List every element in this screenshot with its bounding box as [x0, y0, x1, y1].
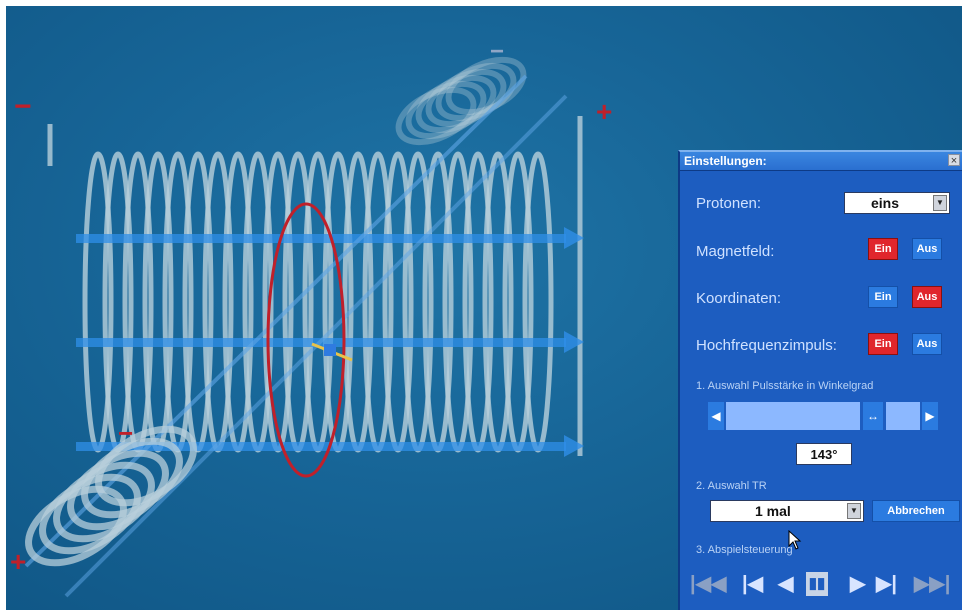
- arrow-left-icon[interactable]: ◀: [708, 402, 724, 430]
- plus-sign-main-coil: +: [596, 96, 613, 127]
- field-arrowhead: [564, 435, 584, 457]
- plus-sign-rf-coil-front: +: [10, 546, 27, 577]
- coordinates-on-toggle[interactable]: Ein: [868, 286, 898, 308]
- protons-label: Protonen:: [696, 195, 762, 212]
- pulse-strength-track-left[interactable]: [726, 402, 860, 430]
- coordinates-label: Koordinaten:: [696, 290, 782, 307]
- rf-pulse-on-toggle[interactable]: Ein: [868, 333, 898, 355]
- magnetfield-off-toggle[interactable]: Aus: [912, 238, 942, 260]
- field-line: [76, 234, 566, 243]
- rf-axis-line-1: [24, 74, 528, 568]
- rf-coil-back-loop: [405, 80, 487, 140]
- minus-sign-rf-coil-back: −: [490, 38, 505, 65]
- prev-frame-icon[interactable]: |◀: [742, 573, 763, 595]
- pulse-strength-track-right[interactable]: [886, 402, 920, 430]
- field-line: [76, 442, 566, 451]
- rf-coil-back-loop: [425, 68, 507, 128]
- coordinates-off-toggle[interactable]: Aus: [912, 286, 942, 308]
- rf-pulse-off-toggle[interactable]: Aus: [912, 333, 942, 355]
- rf-coil-back-loop: [435, 62, 517, 122]
- playback-label: 3. Abspielsteuerung: [696, 544, 793, 556]
- rf-pulse-label: Hochfrequenzimpuls:: [696, 337, 837, 354]
- slider-thumb-icon[interactable]: ↔: [863, 402, 883, 430]
- tr-label: 2. Auswahl TR: [696, 480, 767, 492]
- first-icon[interactable]: |◀◀: [690, 573, 727, 595]
- field-arrowhead: [564, 331, 584, 353]
- proton-marker: [324, 344, 336, 356]
- cancel-button[interactable]: Abbrechen: [872, 500, 960, 522]
- minus-sign-main-coil: −: [14, 90, 32, 123]
- rf-coil-front-loop: [95, 425, 197, 507]
- pulse-strength-label: 1. Auswahl Pulsstärke in Winkelgrad: [696, 380, 874, 392]
- magnetfield-label: Magnetfeld:: [696, 243, 775, 260]
- chevron-down-icon: ▼: [847, 503, 861, 519]
- panel-title: Einstellungen:: [684, 154, 767, 168]
- rf-coil-back-loop: [395, 86, 477, 146]
- close-button[interactable]: ×: [948, 154, 960, 167]
- field-arrowhead: [564, 227, 584, 249]
- precession-ring: [266, 202, 346, 478]
- protons-select-value: eins: [871, 195, 900, 211]
- arrow-right-icon[interactable]: ▶: [922, 402, 938, 430]
- mouse-cursor-icon: [788, 530, 802, 550]
- reverse-play-icon[interactable]: ◀: [778, 573, 794, 595]
- minus-sign-rf-coil-front: −: [118, 418, 134, 448]
- play-icon[interactable]: ▶: [850, 573, 866, 595]
- pause-icon[interactable]: ▮▮: [806, 572, 828, 596]
- pulse-strength-value: 143°: [796, 443, 852, 465]
- panel-titlebar[interactable]: Einstellungen: ×: [680, 152, 962, 171]
- protons-select[interactable]: eins ▼: [844, 192, 950, 214]
- tr-select-value: 1 mal: [755, 503, 791, 519]
- magnetfield-on-toggle[interactable]: Ein: [868, 238, 898, 260]
- last-icon[interactable]: ▶▶|: [914, 573, 951, 595]
- rf-coil-back-loop: [415, 74, 497, 134]
- settings-panel: Einstellungen: ×: [678, 150, 962, 610]
- tr-select[interactable]: 1 mal ▼: [710, 500, 864, 522]
- chevron-down-icon: ▼: [933, 195, 947, 211]
- coil-scene: [24, 56, 584, 598]
- next-frame-icon[interactable]: ▶|: [876, 573, 897, 595]
